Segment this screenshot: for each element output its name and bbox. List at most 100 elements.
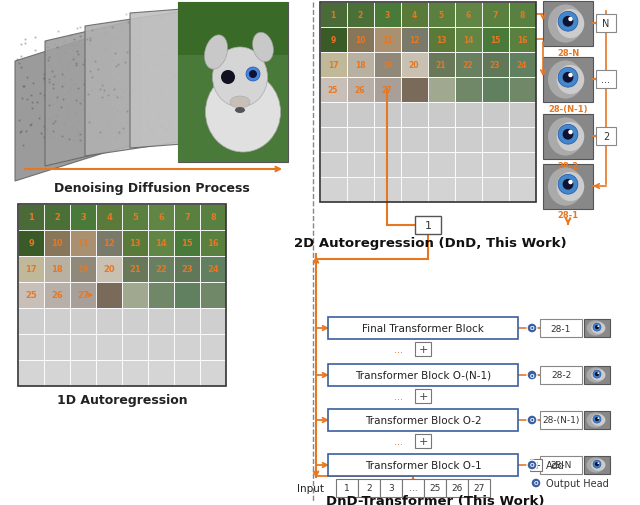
- Bar: [509, 103, 536, 128]
- Point: [55, 55, 65, 63]
- Point: [70, 42, 80, 50]
- Ellipse shape: [230, 97, 250, 109]
- Point: [128, 96, 138, 105]
- Text: N: N: [602, 19, 610, 29]
- Bar: [122, 257, 148, 282]
- Point: [101, 67, 111, 75]
- Circle shape: [593, 415, 601, 423]
- Point: [81, 94, 91, 103]
- Bar: [200, 231, 226, 257]
- Text: 19: 19: [381, 61, 392, 69]
- Point: [147, 126, 157, 134]
- Bar: [96, 334, 122, 360]
- Point: [111, 63, 121, 71]
- Point: [109, 86, 120, 94]
- Ellipse shape: [587, 321, 605, 336]
- Circle shape: [593, 370, 601, 378]
- Point: [68, 56, 79, 64]
- Point: [67, 124, 77, 132]
- Text: 28-1: 28-1: [557, 211, 579, 220]
- Point: [46, 95, 56, 103]
- Text: 5: 5: [132, 213, 138, 222]
- Bar: [415, 217, 441, 234]
- Point: [176, 118, 186, 126]
- Bar: [543, 165, 593, 210]
- Point: [73, 84, 83, 92]
- Bar: [347, 78, 374, 103]
- Circle shape: [597, 463, 599, 464]
- Text: O: O: [530, 326, 534, 331]
- Text: 15: 15: [490, 35, 500, 44]
- Point: [49, 118, 60, 126]
- Point: [52, 35, 62, 43]
- Point: [135, 19, 145, 27]
- Point: [97, 93, 108, 102]
- Point: [106, 130, 116, 138]
- Text: 3: 3: [388, 484, 394, 492]
- Point: [40, 126, 50, 134]
- Ellipse shape: [548, 168, 583, 206]
- Point: [44, 96, 54, 105]
- Point: [132, 72, 142, 80]
- Point: [108, 106, 118, 114]
- Text: 2D Autoregression (DnD, This Work): 2D Autoregression (DnD, This Work): [294, 236, 566, 249]
- Point: [20, 35, 30, 43]
- Point: [83, 61, 93, 69]
- Bar: [70, 309, 96, 334]
- Text: ...: ...: [394, 391, 403, 401]
- Circle shape: [568, 130, 573, 135]
- Point: [65, 33, 76, 41]
- Point: [77, 95, 88, 104]
- Point: [111, 128, 121, 136]
- Polygon shape: [178, 3, 288, 163]
- Text: Add: Add: [546, 460, 564, 470]
- Point: [26, 92, 36, 100]
- Circle shape: [593, 324, 601, 331]
- Text: 16: 16: [207, 239, 219, 248]
- Point: [65, 32, 76, 40]
- Circle shape: [568, 74, 573, 78]
- Point: [75, 136, 85, 144]
- Text: 14: 14: [155, 239, 167, 248]
- Ellipse shape: [253, 33, 273, 63]
- Point: [111, 135, 121, 143]
- Point: [86, 137, 96, 145]
- Text: 4: 4: [106, 213, 112, 222]
- Text: 5: 5: [438, 11, 444, 20]
- Text: 17: 17: [25, 265, 37, 274]
- Polygon shape: [130, 6, 235, 148]
- Point: [57, 83, 67, 91]
- Point: [57, 132, 67, 140]
- Point: [20, 40, 30, 48]
- Bar: [401, 78, 428, 103]
- Point: [114, 129, 124, 137]
- Point: [43, 44, 53, 52]
- Point: [101, 96, 111, 104]
- Circle shape: [597, 326, 599, 327]
- Bar: [482, 28, 509, 53]
- Point: [67, 86, 77, 94]
- Point: [39, 74, 49, 82]
- Bar: [320, 78, 347, 103]
- Text: 9: 9: [330, 35, 335, 44]
- Point: [109, 120, 119, 128]
- Point: [85, 68, 95, 76]
- Bar: [509, 128, 536, 153]
- Point: [133, 45, 143, 53]
- Point: [97, 128, 107, 136]
- Polygon shape: [15, 32, 110, 182]
- Point: [12, 56, 22, 64]
- Point: [173, 10, 183, 18]
- Point: [92, 78, 102, 86]
- Point: [28, 79, 38, 87]
- Point: [128, 137, 138, 145]
- Point: [44, 116, 54, 124]
- Bar: [428, 153, 455, 178]
- Text: 1: 1: [28, 213, 34, 222]
- Text: 10: 10: [355, 35, 365, 44]
- Bar: [174, 309, 200, 334]
- Ellipse shape: [591, 414, 605, 426]
- Bar: [455, 3, 482, 28]
- Point: [51, 112, 61, 120]
- Bar: [174, 282, 200, 309]
